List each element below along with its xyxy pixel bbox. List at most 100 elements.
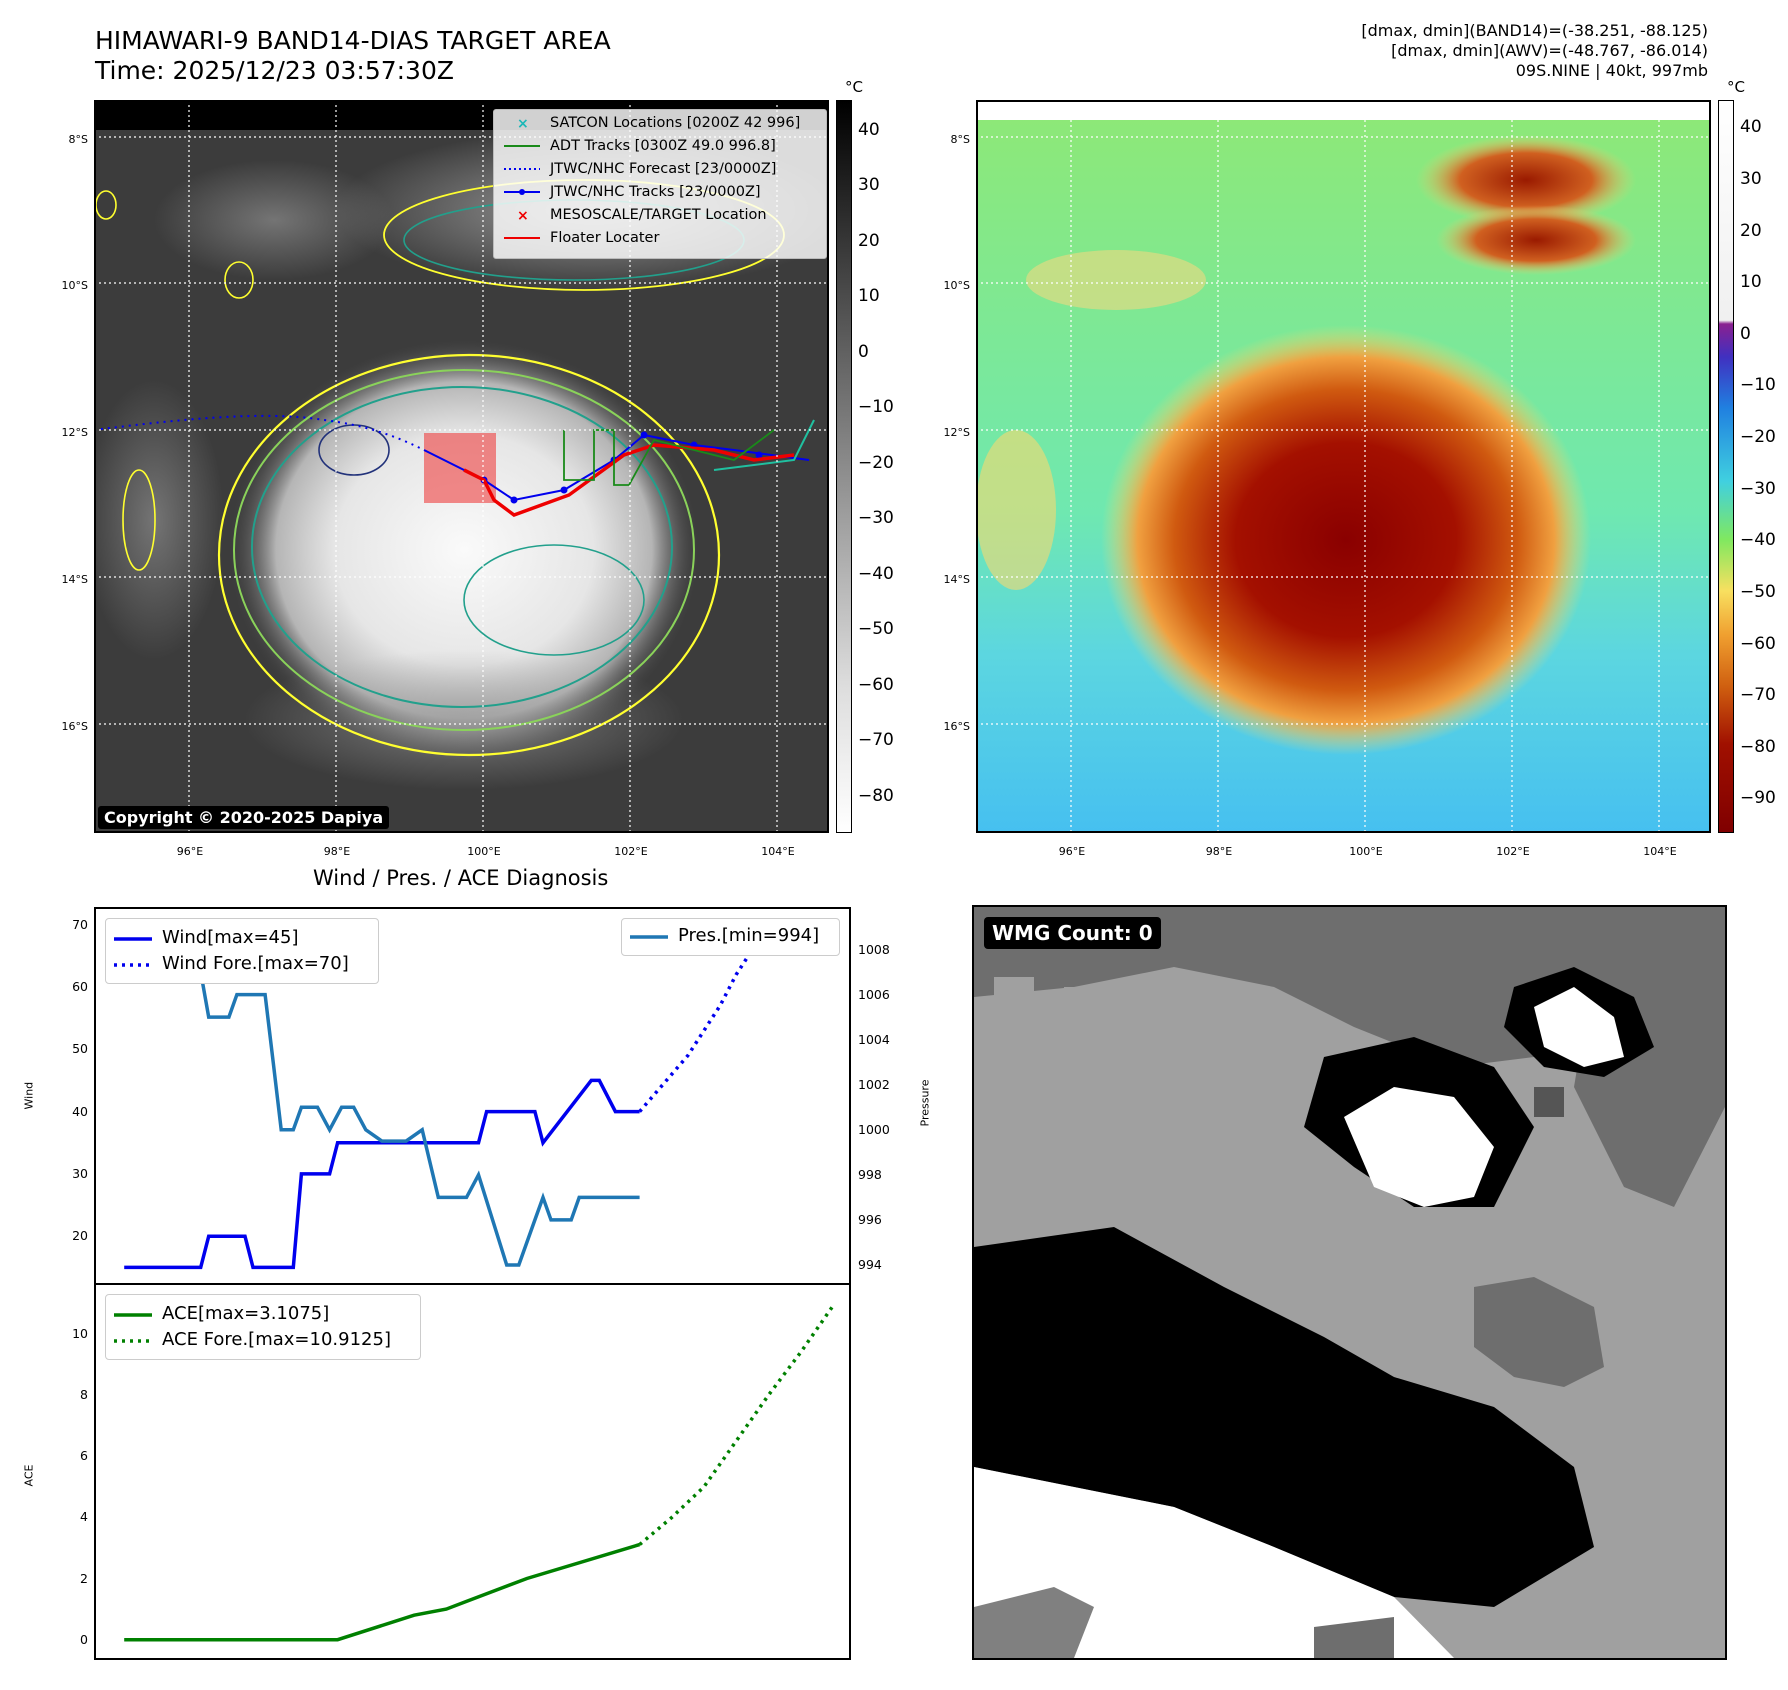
series-line-ace-max- [124, 1542, 641, 1642]
lon-label: 102°E [614, 845, 648, 858]
pressure-axis-label: Pressure [918, 1079, 932, 1127]
color-colorbar-tick: −20 [1740, 427, 1776, 448]
lon-label: 98°E [323, 845, 351, 858]
ace-legend-swatches [114, 1313, 152, 1343]
ace-plot [124, 1305, 835, 1642]
pressure-tick: 994 [858, 1256, 882, 1272]
color-colorbar-tick: −50 [1740, 581, 1776, 602]
wind-tick: 50 [72, 1041, 88, 1057]
wind-axis-label: Wind [22, 1081, 36, 1110]
gray-colorbar-tick: −40 [858, 563, 894, 584]
wmg-image [974, 907, 1725, 1658]
ace-tick: 6 [80, 1448, 88, 1464]
legend-ace-fore: ACE Fore.[max=10.9125] [162, 1329, 391, 1350]
wind-tick: 20 [72, 1228, 88, 1244]
gray-colorbar-tick: 40 [858, 119, 880, 140]
series-line-pres-min- [124, 925, 640, 1267]
figure-title: HIMAWARI-9 BAND14-DIAS TARGET AREA [95, 26, 611, 55]
series-line-wind-fore-max- [638, 922, 833, 1113]
gray-colorbar-tick: 0 [858, 341, 869, 362]
color-colorbar-tick: 20 [1740, 220, 1762, 241]
lat-label: 10°S [943, 279, 970, 292]
gray-colorbar-tick: −20 [858, 452, 894, 473]
map-legend: × SATCON Locations [0200Z 42 996] ADT Tr… [493, 109, 827, 259]
figure-time: Time: 2025/12/23 03:57:30Z [95, 56, 454, 85]
gray-colorbar-tick: −10 [858, 397, 894, 418]
lon-label: 102°E [1496, 845, 1530, 858]
pressure-tick: 1002 [858, 1076, 890, 1092]
pressure-tick: 996 [858, 1211, 882, 1227]
color-colorbar-tick: −40 [1740, 530, 1776, 551]
storm-info: 09S.NINE | 40kt, 997mb [1515, 61, 1708, 80]
pressure-tick: 1000 [858, 1121, 890, 1137]
wind-tick: 40 [72, 1103, 88, 1119]
lon-label: 100°E [1349, 845, 1383, 858]
pressure-tick: 1006 [858, 986, 890, 1002]
ir-color-image [978, 102, 1709, 831]
band14-range: [dmax, dmin](BAND14)=(-38.251, -88.125) [1361, 21, 1708, 40]
color-colorbar-tick: −60 [1740, 633, 1776, 654]
lat-label: 14°S [943, 573, 970, 586]
gray-colorbar-tick: −80 [858, 785, 894, 806]
color-colorbar-tick: −80 [1740, 736, 1776, 757]
ace-legend: ACE[max=3.1075] ACE Fore.[max=10.9125] [105, 1294, 421, 1360]
lat-label: 12°S [61, 426, 88, 439]
lon-label: 96°E [1058, 845, 1086, 858]
wind-legend-swatches [114, 937, 152, 967]
chart-title: Wind / Pres. / ACE Diagnosis [313, 866, 609, 890]
gray-colorbar-tick: 10 [858, 286, 880, 307]
wind-tick: 30 [72, 1165, 88, 1181]
color-colorbar [1718, 100, 1734, 833]
legend-wind-fore: Wind Fore.[max=70] [162, 953, 349, 974]
gray-colorbar-tick: 30 [858, 175, 880, 196]
color-colorbar-tick: 10 [1740, 272, 1762, 293]
color-colorbar-tick: 40 [1740, 117, 1762, 138]
color-colorbar-tick: −90 [1740, 788, 1776, 809]
lat-label: 16°S [943, 720, 970, 733]
gray-colorbar-tick: −70 [858, 730, 894, 751]
ace-panel: ACE[max=3.1075] ACE Fore.[max=10.9125] [94, 1283, 851, 1660]
ace-tick: 4 [80, 1509, 88, 1525]
legend-wind: Wind[max=45] [162, 927, 299, 948]
lon-label: 104°E [1643, 845, 1677, 858]
copyright-badge: Copyright © 2020-2025 Dapiya [98, 806, 390, 829]
lon-label: 98°E [1205, 845, 1233, 858]
gray-colorbar-tick: 20 [858, 230, 880, 251]
ir-color-map [976, 100, 1711, 833]
color-colorbar-tick: −10 [1740, 375, 1776, 396]
pressure-tick: 998 [858, 1166, 882, 1182]
wind-tick: 60 [72, 978, 88, 994]
colorbar-unit: °C [1727, 78, 1745, 96]
lat-label: 8°S [68, 133, 88, 146]
series-line-wind-max- [124, 1078, 640, 1270]
wind-legend: Wind[max=45] Wind Fore.[max=70] [105, 918, 379, 984]
color-colorbar-tick: 30 [1740, 169, 1762, 189]
pressure-legend-swatch [630, 935, 668, 939]
gray-colorbar-tick: −50 [858, 619, 894, 640]
wmg-panel: WMG Count: 0 [972, 905, 1727, 1660]
lon-label: 100°E [467, 845, 501, 858]
wmg-count-badge: WMG Count: 0 [984, 917, 1161, 949]
awv-range: [dmax, dmin](AWV)=(-48.767, -86.014) [1391, 41, 1708, 60]
ace-tick: 0 [80, 1631, 88, 1647]
ir-gray-map: × SATCON Locations [0200Z 42 996] ADT Tr… [94, 100, 829, 833]
series-line-ace-fore-max- [638, 1305, 835, 1546]
colorbar-unit: °C [845, 78, 863, 96]
lon-label: 104°E [761, 845, 795, 858]
ace-tick: 8 [80, 1387, 88, 1403]
lat-label: 14°S [61, 573, 88, 586]
pressure-tick: 1004 [858, 1031, 890, 1047]
pressure-tick: 1008 [858, 941, 890, 957]
legend-ace: ACE[max=3.1075] [162, 1303, 330, 1324]
gray-colorbar-tick: −30 [858, 508, 894, 529]
ace-tick: 2 [80, 1570, 88, 1586]
wind-tick: 70 [72, 916, 88, 932]
ace-tick: 10 [72, 1325, 88, 1341]
lat-label: 12°S [943, 426, 970, 439]
color-colorbar-tick: −30 [1740, 478, 1776, 499]
color-colorbar-tick: −70 [1740, 685, 1776, 706]
lat-label: 16°S [61, 720, 88, 733]
gray-colorbar-tick: −60 [858, 674, 894, 695]
lat-label: 8°S [950, 133, 970, 146]
color-colorbar-tick: 0 [1740, 323, 1751, 344]
